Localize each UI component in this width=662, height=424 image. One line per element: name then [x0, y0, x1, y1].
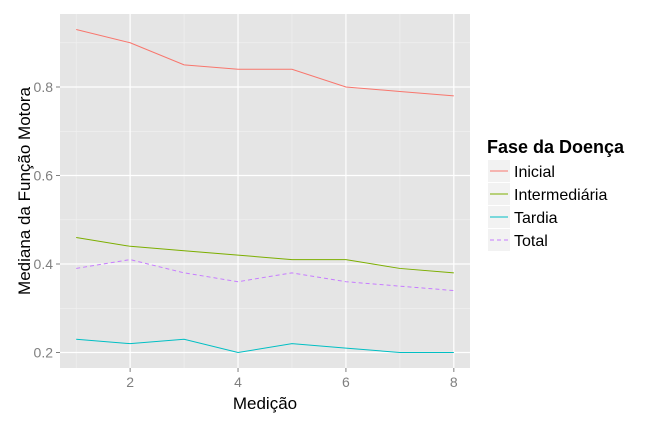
- legend: Fase da Doença Inicial Intermediária Tardi…: [487, 137, 625, 251]
- x-tick-label: 2: [126, 374, 134, 390]
- grid-minor: [60, 14, 470, 368]
- series-line-intermediária: [76, 236, 454, 274]
- y-tick-label: 0.6: [34, 168, 54, 184]
- legend-items: Inicial Intermediária Tardia Total: [488, 160, 607, 251]
- series-line-inicial: [76, 29, 454, 97]
- x-tick-label: 8: [450, 374, 458, 390]
- x-tick-label: 6: [342, 374, 350, 390]
- series-line-tardia: [76, 338, 454, 354]
- legend-label: Intermediária: [514, 187, 607, 204]
- series-line-total: [76, 259, 454, 292]
- y-axis-title: Mediana da Função Motora: [15, 87, 34, 295]
- series-layer: [76, 29, 454, 354]
- y-tick-label: 0.4: [34, 256, 54, 272]
- legend-label: Total: [514, 233, 548, 250]
- y-tick-label: 0.8: [34, 79, 54, 95]
- legend-label: Tardia: [514, 210, 558, 227]
- legend-label: Inicial: [514, 164, 555, 181]
- x-axis-title: Medição: [233, 394, 297, 413]
- plot-panel: [60, 14, 470, 368]
- x-tick-label: 4: [234, 374, 242, 390]
- y-axis-ticks: 0.2 0.4 0.6 0.8: [34, 79, 60, 361]
- x-axis-ticks: 2 4 6 8: [126, 368, 458, 390]
- y-tick-label: 0.2: [34, 345, 54, 361]
- legend-title: Fase da Doença: [487, 137, 625, 157]
